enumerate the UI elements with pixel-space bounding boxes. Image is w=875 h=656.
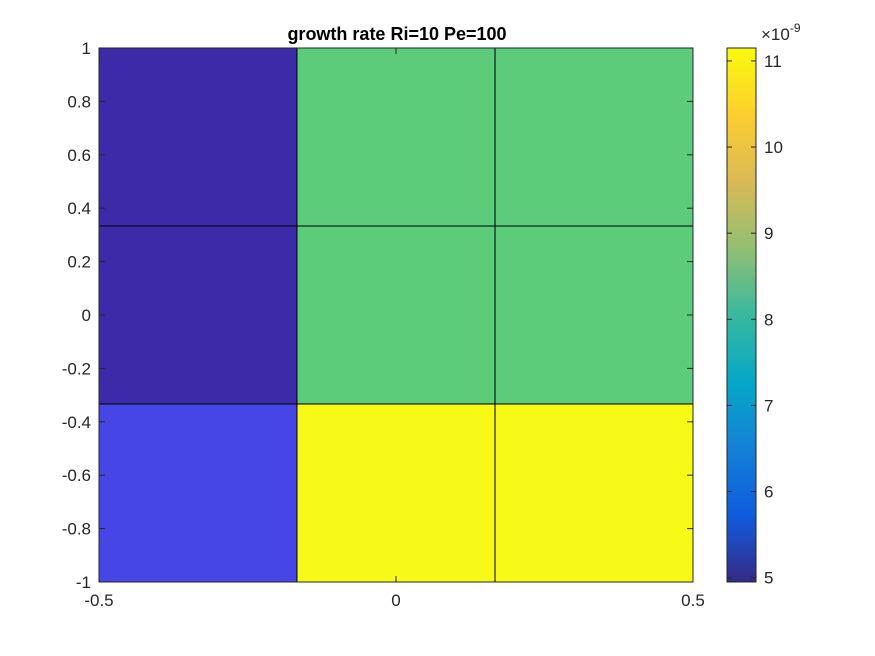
y-tick-label-8: -0.6 [62, 466, 91, 485]
y-tick-label-4: 0.2 [67, 253, 91, 272]
chart-title: growth rate Ri=10 Pe=100 [287, 24, 506, 44]
colorbar-tick-label-6: 11 [764, 52, 782, 71]
colorbar-ticks: 5 6 7 8 9 10 11 [727, 52, 783, 588]
y-tick-label-9: -0.8 [62, 520, 91, 539]
y-tick-label-0: 1 [82, 39, 91, 58]
colorbar-tick-label-2: 7 [764, 396, 773, 415]
colorbar-tick-label-1: 6 [764, 483, 773, 502]
y-tick-label-3: 0.4 [67, 199, 91, 218]
y-tick-label-1: 0.8 [67, 92, 91, 111]
colorbar-exponent-base: ×10 [761, 25, 790, 44]
heatmap-cell-r2-c1 [296, 403, 496, 583]
colorbar-exponent-power: -9 [790, 21, 801, 35]
y-tick-label-7: -0.4 [62, 413, 91, 432]
heatmap-cell-r1-c2 [494, 225, 694, 405]
y-tick-label-10: -1 [76, 573, 91, 592]
y-tick-label-6: -0.2 [62, 359, 91, 378]
heatmap-cells [98, 47, 694, 583]
y-axis-ticks: 1 0.8 0.6 0.4 0.2 0 -0.2 -0.4 -0.6 -0.8 -1 [62, 39, 693, 592]
heatmap-cell-r0-c2 [494, 47, 694, 227]
colorbar-tick-label-5: 10 [764, 138, 783, 157]
x-tick-label-2: 0.5 [681, 591, 705, 610]
y-tick-label-2: 0.6 [67, 146, 91, 165]
colorbar: 5 6 7 8 9 10 11 ×10-9 [726, 21, 801, 588]
heatmap-cell-r0-c0 [98, 47, 298, 227]
x-axis-ticks: -0.5 0 0.5 [84, 48, 705, 610]
y-tick-label-5: 0 [82, 306, 91, 325]
heatmap-cell-r2-c0 [98, 403, 298, 583]
heatmap-cell-r1-c1 [296, 225, 496, 405]
heatmap-cell-r2-c2 [494, 403, 694, 583]
colorbar-gradient [726, 47, 757, 583]
colorbar-tick-label-0: 5 [764, 569, 773, 588]
heatmap-cell-r1-c0 [98, 225, 298, 405]
x-tick-label-0: -0.5 [84, 591, 113, 610]
colorbar-exponent: ×10-9 [761, 21, 801, 44]
colorbar-tick-label-3: 8 [764, 310, 773, 329]
colorbar-tick-label-4: 9 [764, 224, 773, 243]
x-tick-label-1: 0 [391, 591, 400, 610]
heatmap-cell-r0-c1 [296, 47, 496, 227]
